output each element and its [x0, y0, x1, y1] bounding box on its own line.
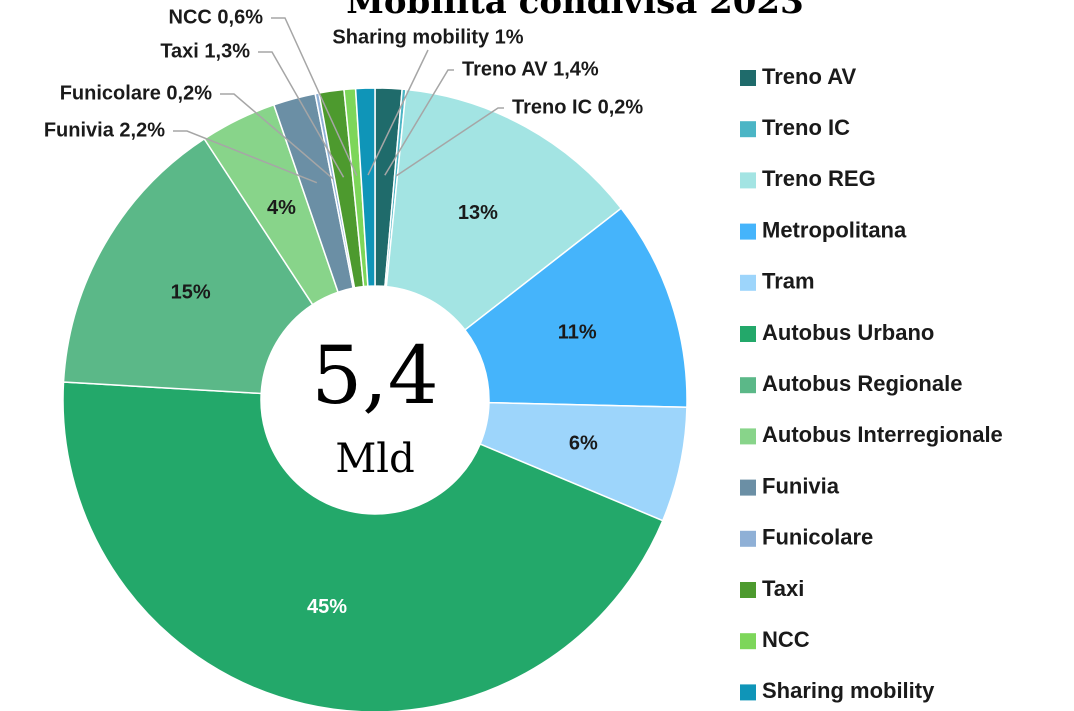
leader-line — [220, 93, 334, 180]
legend-swatch — [740, 530, 756, 547]
legend-label: Autobus Regionale — [762, 371, 962, 396]
legend-swatch — [740, 70, 756, 86]
legend-swatch — [740, 428, 756, 445]
data-label: 4% — [267, 197, 296, 219]
data-label: 11% — [558, 321, 597, 343]
data-label: 6% — [569, 433, 598, 455]
leader-line — [384, 69, 454, 176]
chart-title: Mobilità condivisa 2023 — [346, 0, 804, 22]
legend-label: Taxi — [762, 576, 804, 601]
center-label: 5,4 — [311, 329, 438, 422]
data-label: Taxi 1,3% — [160, 40, 250, 62]
legend-swatch — [740, 223, 756, 240]
leader-line — [367, 49, 429, 176]
leader-line — [258, 51, 345, 178]
legend-label: Sharing mobility — [762, 678, 935, 703]
slice — [62, 381, 664, 711]
legend-label: Treno REG — [762, 166, 876, 191]
legend-swatch — [740, 633, 756, 650]
legend-swatch — [740, 274, 756, 291]
legend-swatch — [740, 377, 756, 394]
slices — [62, 87, 688, 711]
legend-label: NCC — [762, 627, 810, 652]
legend-label: Autobus Urbano — [762, 320, 934, 345]
legend-label: Tram — [762, 269, 815, 294]
legend-label: Funivia — [762, 473, 840, 498]
data-label: Treno IC 0,2% — [512, 96, 643, 118]
data-label: Funivia 2,2% — [44, 119, 165, 141]
leader-line — [271, 17, 358, 177]
donut-hole — [261, 286, 489, 514]
legend-swatch — [740, 582, 756, 598]
legend-swatch — [740, 684, 756, 701]
legend-label: Funicolare — [762, 525, 873, 550]
legend-swatch — [740, 479, 756, 496]
data-label: Treno AV 1,4% — [462, 58, 599, 80]
data-label: 15% — [171, 282, 211, 304]
legend-label: Treno IC — [762, 115, 850, 140]
data-label: Funicolare 0,2% — [60, 82, 212, 104]
center-sublabel: Mld — [335, 436, 414, 482]
legend-label: Metropolitana — [762, 217, 907, 242]
data-label: 45% — [307, 596, 347, 618]
legend-swatch — [740, 121, 756, 138]
leader-line — [395, 107, 504, 177]
legend-swatch — [740, 326, 756, 342]
data-label: NCC 0,6% — [169, 6, 264, 28]
legend-label: Autobus Interregionale — [762, 422, 1003, 447]
legend-label: Treno AV — [762, 64, 856, 89]
data-label: 13% — [458, 202, 498, 224]
leader-line — [173, 130, 318, 184]
data-label: Sharing mobility 1% — [332, 26, 523, 48]
legend-swatch — [740, 172, 756, 189]
